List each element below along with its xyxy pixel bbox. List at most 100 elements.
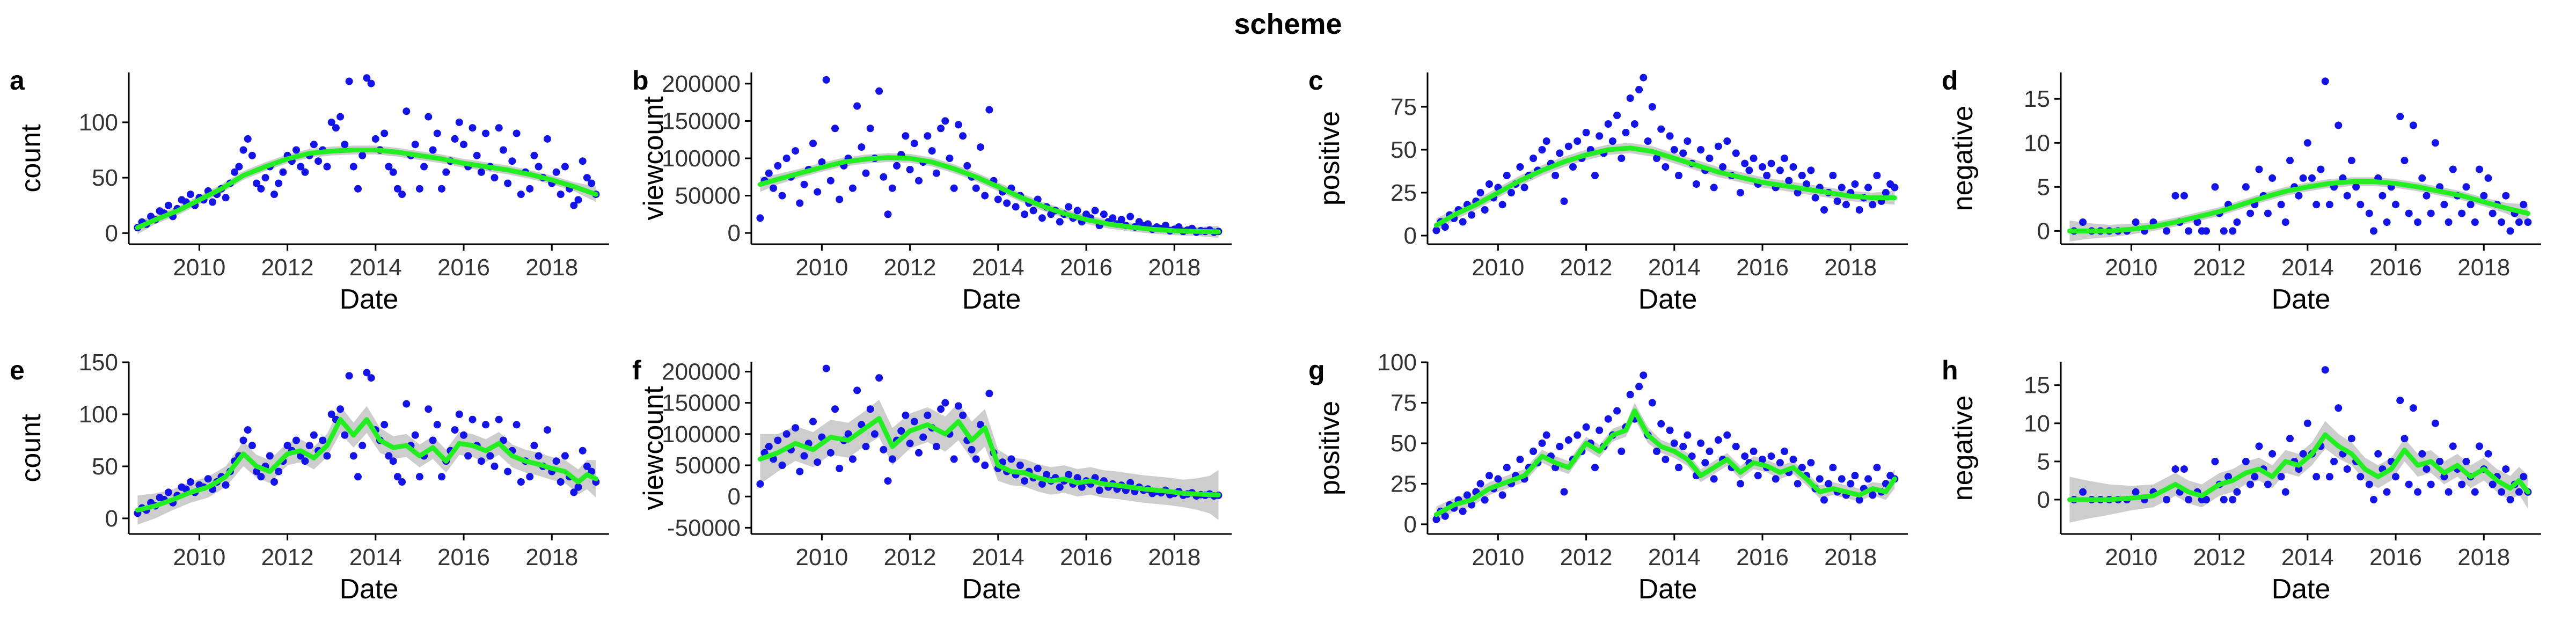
data-point <box>1640 371 1648 379</box>
data-point <box>1432 226 1440 235</box>
data-point <box>2299 450 2307 458</box>
data-point <box>985 106 993 114</box>
data-point <box>2281 218 2289 226</box>
data-point <box>2325 201 2333 209</box>
data-point <box>1781 448 1789 455</box>
data-point <box>2357 201 2365 209</box>
data-point <box>341 141 349 149</box>
data-point <box>800 452 808 460</box>
smooth-line <box>135 417 598 513</box>
data-point <box>1794 189 1802 196</box>
data-point <box>499 436 507 444</box>
data-point <box>2502 465 2510 473</box>
data-point <box>1441 223 1449 231</box>
data-point <box>1794 480 1802 488</box>
data-point <box>429 146 437 154</box>
data-point <box>1763 172 1771 179</box>
data-point <box>1847 480 1855 488</box>
data-point <box>1820 496 1828 504</box>
data-point <box>248 151 256 159</box>
data-point <box>1591 172 1599 179</box>
panel-f: f -50000 0 50000 100000 150000 200000 2010 2012 2… <box>632 355 1232 605</box>
data-point <box>363 74 371 82</box>
data-point <box>557 478 565 486</box>
data-point <box>946 155 954 162</box>
data-point <box>222 194 230 202</box>
data-point <box>959 411 967 419</box>
data-point <box>1803 180 1811 188</box>
data-point <box>822 364 830 372</box>
data-point <box>1613 407 1621 415</box>
data-point <box>464 452 472 460</box>
data-point <box>800 180 808 188</box>
data-point <box>402 400 411 408</box>
x-tick-label: 2014 <box>1648 544 1701 570</box>
data-point <box>1732 443 1740 450</box>
data-point <box>451 426 459 434</box>
data-point <box>1038 480 1046 488</box>
x-tick-label: 2014 <box>972 254 1024 281</box>
data-point <box>897 427 905 435</box>
data-point <box>2458 209 2466 217</box>
data-point <box>2334 404 2343 412</box>
x-tick-label: 2010 <box>173 254 225 281</box>
data-point <box>393 185 401 193</box>
data-point <box>1091 207 1099 215</box>
data-point <box>778 462 786 469</box>
data-point <box>1626 94 1634 102</box>
data-point <box>354 473 362 481</box>
data-point <box>2370 496 2377 503</box>
x-tick-label: 2012 <box>1560 544 1613 570</box>
data-point <box>826 177 835 185</box>
x-axis-title: Date <box>340 574 399 605</box>
data-point <box>1021 477 1029 485</box>
data-point <box>1591 464 1599 472</box>
data-point <box>323 452 331 460</box>
x-tick-label: 2012 <box>2193 544 2246 570</box>
data-point <box>239 436 247 444</box>
data-point <box>574 196 582 204</box>
data-point <box>239 146 247 154</box>
data-point <box>1714 142 1722 150</box>
data-point <box>2180 465 2188 473</box>
data-point <box>782 155 791 162</box>
data-point <box>2321 77 2329 85</box>
data-point <box>1829 464 1837 472</box>
data-point <box>2079 218 2087 226</box>
data-point <box>954 402 962 410</box>
data-point <box>853 386 861 394</box>
confidence-band <box>137 406 596 525</box>
data-point <box>1662 163 1670 171</box>
smooth-line <box>2067 179 2530 233</box>
data-point <box>2365 209 2373 217</box>
data-point <box>1789 163 1797 171</box>
data-point <box>2471 488 2479 496</box>
data-point <box>796 199 804 207</box>
x-tick-label: 2016 <box>2369 544 2422 570</box>
data-point <box>583 462 591 470</box>
data-point <box>1864 475 1872 483</box>
data-point <box>985 390 993 398</box>
data-point <box>530 151 538 159</box>
data-point <box>477 457 485 465</box>
data-point <box>1767 452 1775 460</box>
data-point <box>385 163 393 171</box>
data-point <box>363 369 371 377</box>
data-point <box>358 151 367 159</box>
x-tick-label: 2018 <box>2457 254 2510 281</box>
y-tick-label: 100 <box>79 401 118 428</box>
data-point <box>1833 197 1841 205</box>
data-point <box>2163 496 2171 503</box>
data-point <box>517 191 525 199</box>
data-point <box>1498 201 1506 209</box>
data-point <box>2233 218 2241 226</box>
data-point <box>1838 184 1846 192</box>
data-point <box>257 473 265 481</box>
data-point <box>371 135 379 143</box>
data-point <box>1574 431 1582 439</box>
data-point <box>367 374 375 382</box>
data-point <box>950 455 958 463</box>
data-point <box>2268 450 2277 458</box>
data-point <box>1653 155 1660 162</box>
data-point <box>2484 450 2492 458</box>
